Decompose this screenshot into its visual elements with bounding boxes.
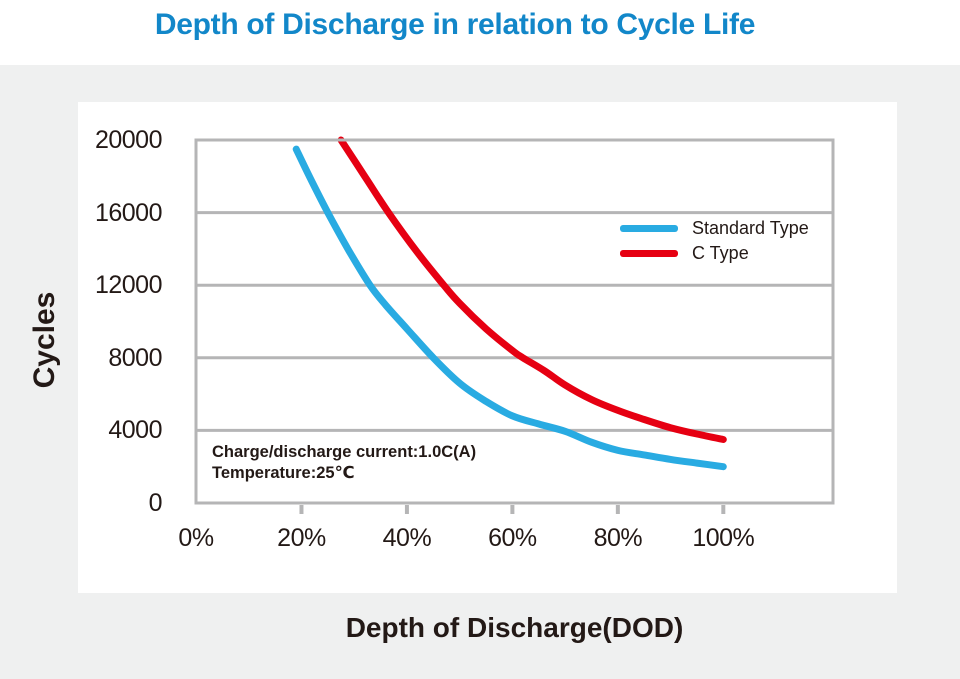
legend-swatch [620,250,678,257]
chart-panel [78,102,897,593]
legend-label: Standard Type [692,218,809,238]
legend-row-c-type: C Type [620,241,809,266]
curve-standard-type [292,145,727,471]
y-tick-label-0: 0 [148,489,163,517]
x-tick-label-100%: 100% [692,524,755,552]
x-tick-marks [299,505,726,514]
plot-border [194,138,835,505]
chart-title: Depth of Discharge in relation to Cycle … [154,8,756,41]
y-tick-label-16000: 16000 [94,198,163,227]
y-tick-label-20000: 20000 [94,126,163,154]
annotation-line-1: Charge/discharge current:1.0C(A) [212,443,477,461]
chart-canvas [194,136,835,514]
legend-swatch [620,225,678,232]
annotation-line-2: Temperature:25℃ [212,463,355,482]
series-curves [292,136,727,471]
x-tick-label-20%: 20% [277,524,326,552]
test-conditions-annotation: Charge/discharge current:1.0C(A) Tempera… [212,442,476,483]
x-axis-title: Depth of Discharge(DOD) [345,612,684,643]
legend: Standard Type C Type [620,216,809,266]
x-tick-label-40%: 40% [382,524,432,552]
x-tick-label-80%: 80% [593,524,643,552]
y-axis-title: Cycles [28,291,61,389]
legend-label: C Type [692,243,749,263]
gridlines [197,211,832,432]
x-tick-label-60%: 60% [488,524,537,552]
y-tick-label-12000: 12000 [94,271,163,300]
y-tick-label-8000: 8000 [108,343,162,372]
curve-c-type [337,136,727,443]
legend-row-standard-type: Standard Type [620,216,809,241]
x-tick-label-0%: 0% [178,524,214,552]
y-tick-label-4000: 4000 [108,416,162,445]
